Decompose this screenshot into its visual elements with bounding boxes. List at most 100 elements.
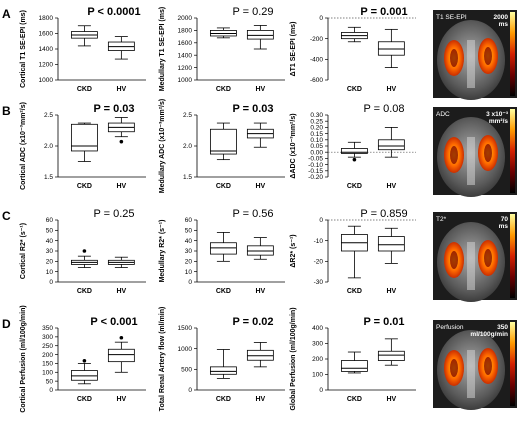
box-iqr — [246, 245, 274, 256]
p-value: P = 0.01 — [363, 316, 404, 328]
box-iqr — [246, 29, 274, 40]
box-iqr — [107, 348, 135, 363]
y-tick-label: 2000 — [178, 15, 193, 22]
p-value: P = 0.29 — [232, 6, 273, 18]
y-tick-label: -200 — [310, 36, 323, 43]
p-value: P = 0.03 — [232, 103, 273, 115]
box-iqr — [209, 242, 237, 255]
image-label: T2* — [436, 216, 447, 223]
box-hv: HV — [246, 122, 274, 190]
y-tick-label: -30 — [314, 279, 324, 286]
y-tick-label: 50 — [185, 228, 193, 235]
p-value: P = 0.001 — [360, 6, 407, 18]
y-tick-label: -0.05 — [308, 156, 323, 163]
y-tick-label: -0.15 — [308, 168, 323, 175]
box-ckd: CKD — [71, 25, 98, 93]
x-category-label: CKD — [347, 288, 362, 295]
boxplot-panel-b1: P = 0.03 Cortical ADC (x10⁻³mm²/s) 1.5 2.0 2… — [20, 102, 146, 190]
outlier-marker — [82, 249, 87, 253]
y-tick-label: 1400 — [178, 52, 193, 59]
box-hv: HV — [107, 256, 135, 295]
box-hv: HV — [377, 127, 405, 190]
x-category-label: CKD — [216, 86, 231, 93]
box-hv: HV — [246, 342, 274, 403]
box-hv: HV — [377, 227, 405, 295]
y-tick-label: 1000 — [178, 77, 193, 84]
y-tick-label: 200 — [42, 352, 53, 359]
y-axis-label: ΔADC (x10⁻³mm²/s) — [290, 113, 297, 178]
y-tick-label: 0 — [49, 279, 53, 286]
y-tick-label: 1200 — [39, 62, 54, 69]
y-tick-label: 50 — [46, 228, 54, 235]
y-tick-label: 1800 — [178, 28, 193, 35]
y-tick-label: 1600 — [178, 40, 193, 47]
x-category-label: HV — [255, 288, 265, 295]
y-tick-label: 2.0 — [44, 143, 53, 150]
y-tick-label: 300 — [312, 341, 323, 348]
figure-row-d: D P < 0.001 Cortical Perfusion (ml/100g/mi… — [2, 305, 517, 413]
box-hv: HV — [377, 338, 405, 403]
y-tick-label: 400 — [312, 325, 323, 332]
box-ckd: CKD — [209, 231, 237, 295]
y-tick-label: 1200 — [178, 65, 193, 72]
p-value: P = 0.02 — [232, 316, 273, 328]
box-ckd: CKD — [340, 141, 368, 190]
box-hv: HV — [377, 28, 405, 93]
row-label: A — [2, 7, 11, 21]
y-tick-label: 1800 — [39, 15, 54, 22]
spine-shape — [467, 350, 475, 398]
boxplot-panel-a3: P = 0.001 ΔT1 SE-EPI (ms) -600 -400 -200 0 CKD… — [290, 6, 416, 93]
row-label: C — [2, 209, 11, 223]
x-category-label: CKD — [77, 183, 92, 190]
y-tick-label: 30 — [185, 248, 193, 255]
boxplot-panel-b3: P = 0.08 ΔADC (x10⁻³mm²/s) -0.20-0.15-0.10… — [290, 103, 416, 190]
y-axis-label: Cortical Perfusion (ml/100g/min) — [20, 305, 27, 412]
x-category-label: CKD — [347, 396, 362, 403]
x-category-label: HV — [116, 288, 126, 295]
spine-shape — [467, 40, 475, 88]
boxplot-panel-a2: P = 0.29 Medullary T1 SE-EPI (ms) 1000 1200… — [159, 6, 285, 93]
box-ckd: CKD — [340, 351, 368, 403]
scale-max-label: 3 x10⁻³ — [486, 111, 509, 118]
y-tick-label: 1.5 — [44, 174, 53, 181]
box-iqr — [340, 360, 368, 372]
y-tick-label: 0 — [188, 279, 192, 286]
spine-shape — [467, 242, 475, 290]
outlier-marker — [352, 157, 357, 162]
boxplot-panel-c2: P = 0.56 Medullary R2* (s⁻¹) 0 10 20 30 40 50 60… — [159, 208, 285, 295]
y-tick-label: -0.10 — [308, 162, 323, 169]
mr-image-b: ADC 3 x10⁻³mm²/s — [433, 107, 517, 197]
medulla-left — [450, 359, 458, 377]
y-tick-label: 10 — [185, 269, 193, 276]
y-tick-label: 1000 — [178, 346, 193, 353]
outlier-marker — [119, 139, 124, 144]
scale-max-label: 350 — [497, 324, 508, 331]
y-axis-label: Global Perfusion (ml/100g/min) — [290, 307, 297, 410]
boxplot-panel-d2: P = 0.02 Total Renal Artery flow (ml/min)… — [159, 307, 285, 412]
medulla-right — [484, 144, 492, 162]
y-tick-label: 60 — [46, 217, 54, 224]
p-value: P = 0.25 — [93, 208, 134, 220]
y-tick-label: 2.5 — [44, 112, 53, 119]
y-tick-label: 1500 — [178, 325, 193, 332]
y-tick-label: 40 — [185, 238, 193, 245]
colorbar — [510, 12, 515, 96]
p-value: P < 0.001 — [90, 316, 137, 328]
boxplot-panel-d1: P < 0.001 Cortical Perfusion (ml/100g/min… — [20, 305, 146, 413]
y-tick-label: 0.20 — [310, 125, 323, 132]
x-category-label: CKD — [216, 288, 231, 295]
box-iqr — [209, 366, 237, 375]
x-category-label: CKD — [77, 86, 92, 93]
y-axis-label: Total Renal Artery flow (ml/min) — [159, 307, 166, 412]
y-tick-label: 100 — [312, 372, 323, 379]
y-axis-label: Medullary ADC (x10⁻³mm²/s) — [159, 99, 166, 193]
y-tick-label: 30 — [46, 248, 54, 255]
box-ckd: CKD — [340, 26, 368, 93]
y-tick-label: 1.5 — [183, 174, 192, 181]
image-label: ADC — [436, 111, 450, 118]
boxplot-panel-a1: P < 0.0001 Cortical T1 SE-EPI (ms) 1000 120… — [20, 6, 146, 93]
box-hv: HV — [246, 25, 274, 93]
boxplot-panel-c3: P = 0.859 ΔR2* (s⁻¹) -30 -20 -10 0 CKD HV — [290, 208, 416, 295]
y-tick-label: 1600 — [39, 31, 54, 38]
